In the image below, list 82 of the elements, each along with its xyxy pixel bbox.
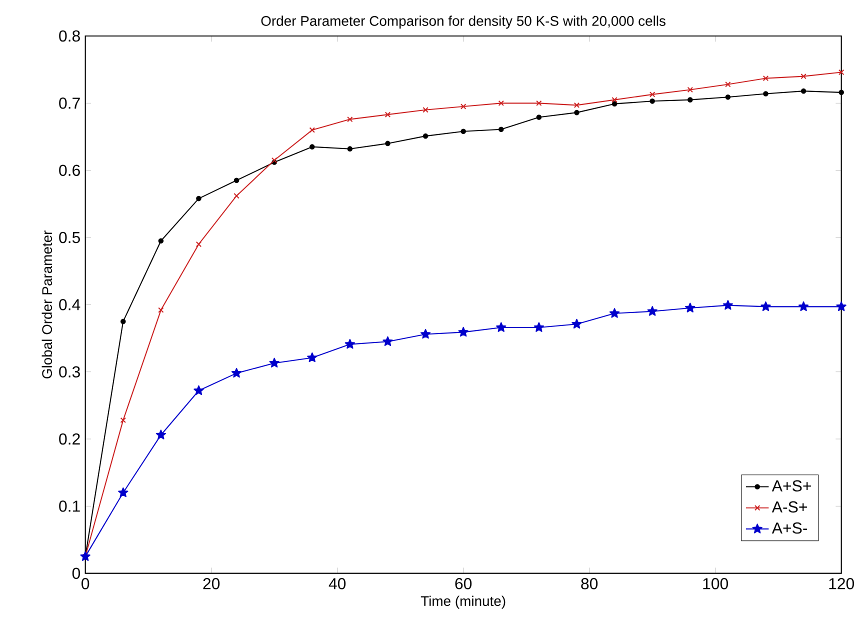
point bbox=[536, 114, 542, 120]
x-tick-label: 80 bbox=[581, 578, 598, 590]
point bbox=[800, 88, 806, 94]
point bbox=[762, 75, 769, 82]
y-tick-label: 0.2 bbox=[59, 433, 80, 445]
point bbox=[722, 300, 734, 310]
y-tick-label: 0.4 bbox=[59, 299, 80, 310]
point bbox=[460, 128, 466, 134]
point bbox=[609, 308, 620, 318]
point bbox=[649, 92, 656, 98]
point bbox=[347, 146, 353, 152]
point bbox=[838, 90, 844, 96]
point bbox=[420, 328, 431, 339]
point bbox=[725, 94, 731, 100]
point bbox=[612, 96, 618, 103]
y-tick-label: 0.6 bbox=[59, 164, 80, 176]
legend-label: A+S+ bbox=[772, 480, 811, 492]
point bbox=[271, 157, 278, 164]
y-tick-label: 0.1 bbox=[59, 500, 80, 512]
point bbox=[231, 368, 242, 378]
x-tick-label: 60 bbox=[455, 578, 472, 590]
y-axis-title: Global Order Parameter bbox=[42, 230, 52, 378]
point bbox=[612, 101, 618, 106]
point bbox=[496, 322, 506, 332]
point bbox=[498, 100, 504, 106]
point bbox=[194, 385, 204, 396]
point bbox=[687, 86, 694, 93]
point bbox=[760, 301, 771, 312]
point bbox=[118, 487, 128, 498]
point bbox=[156, 430, 166, 440]
point bbox=[120, 417, 126, 424]
x-tick-label: 0 bbox=[82, 578, 90, 590]
x-axis-title: Time (minute) bbox=[420, 596, 506, 609]
point bbox=[574, 110, 580, 116]
point bbox=[309, 127, 316, 133]
point bbox=[534, 322, 544, 332]
point bbox=[725, 81, 731, 88]
point bbox=[574, 102, 580, 108]
point bbox=[80, 551, 90, 561]
point bbox=[158, 307, 164, 313]
point bbox=[647, 306, 658, 316]
x-tick-label: 40 bbox=[328, 578, 346, 590]
point bbox=[385, 140, 390, 146]
point bbox=[836, 301, 846, 312]
legend-label: A+S- bbox=[772, 522, 808, 534]
point bbox=[460, 104, 466, 110]
point bbox=[269, 358, 280, 368]
point bbox=[196, 196, 202, 202]
point bbox=[309, 144, 315, 150]
point bbox=[763, 91, 768, 96]
point bbox=[685, 302, 696, 312]
point bbox=[307, 352, 318, 362]
point bbox=[800, 73, 806, 80]
y-tick-label: 0 bbox=[72, 568, 80, 579]
point bbox=[158, 238, 164, 244]
point bbox=[838, 69, 844, 76]
y-tick-label: 0.7 bbox=[59, 98, 80, 109]
point bbox=[384, 112, 391, 118]
point bbox=[650, 98, 655, 104]
legend-label: A-S+ bbox=[772, 501, 807, 513]
point bbox=[120, 318, 126, 324]
x-tick-label: 120 bbox=[829, 578, 854, 590]
chart-title: Order Parameter Comparison for density 50 K-S with 20,000 cells bbox=[261, 16, 666, 29]
point bbox=[234, 192, 240, 199]
point bbox=[798, 301, 809, 312]
point bbox=[234, 178, 240, 184]
point bbox=[422, 133, 428, 139]
y-tick-label: 0.3 bbox=[59, 366, 80, 378]
point bbox=[458, 326, 468, 337]
point bbox=[344, 338, 356, 349]
point bbox=[422, 107, 428, 113]
x-tick-label: 100 bbox=[703, 578, 728, 590]
point bbox=[572, 318, 582, 329]
point bbox=[536, 100, 542, 106]
y-tick-label: 0.5 bbox=[59, 232, 80, 244]
point bbox=[196, 241, 202, 248]
x-tick-label: 20 bbox=[203, 578, 220, 590]
point bbox=[347, 116, 353, 122]
point bbox=[687, 97, 693, 102]
point bbox=[498, 126, 504, 132]
point bbox=[382, 336, 393, 346]
y-tick-label: 0.8 bbox=[59, 30, 80, 42]
